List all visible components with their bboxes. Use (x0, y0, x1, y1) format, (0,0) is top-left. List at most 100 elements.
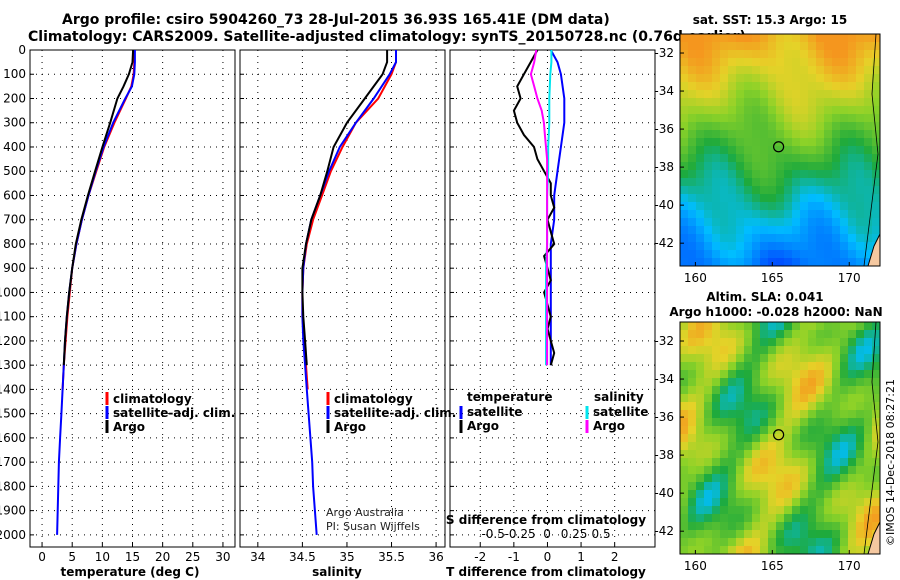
altim-map-cell (864, 474, 873, 483)
depth-tick-label: 1000 (0, 285, 26, 299)
altim-map-cell (680, 458, 689, 467)
altim-map-cell (752, 346, 761, 355)
altim-map-cell (680, 386, 689, 395)
sst-map-cell (680, 186, 689, 195)
sst-map-cell (704, 258, 713, 266)
sst-map-cell (824, 66, 833, 75)
altim-map-cell (864, 394, 873, 403)
sst-map-cell (744, 130, 753, 139)
sst-map-cell (816, 178, 825, 187)
altim-map-cell (696, 506, 705, 515)
series-line-climatology (301, 50, 397, 390)
altim-map-cell (792, 450, 801, 459)
altim-map-cell (704, 378, 713, 387)
altim-map-cell (832, 338, 841, 347)
sst-map-cell (832, 218, 841, 227)
sst-map-cell (872, 122, 880, 131)
sst-map-cell (792, 146, 801, 155)
altim-map-cell (856, 322, 865, 331)
altim-map-cell (736, 466, 745, 475)
temperature-tick-label: 25 (185, 550, 200, 564)
sst-map-cell (864, 162, 873, 171)
altim-map-cell (728, 458, 737, 467)
sst-map-cell (856, 202, 865, 211)
sst-map-cell (680, 50, 689, 59)
sst-map-cell (808, 90, 817, 99)
sst-map-cell (752, 186, 761, 195)
altim-map-cell (824, 442, 833, 451)
altim-map-cell (728, 442, 737, 451)
sst-map-cell (768, 66, 777, 75)
altim-map-cell (816, 362, 825, 371)
sst-map-cell (744, 58, 753, 67)
sst-map-cell (760, 106, 769, 115)
sst-map-cell (752, 242, 761, 251)
altim-map-cell (808, 466, 817, 475)
altim-map-cell (768, 322, 777, 331)
altim-map-cell (824, 386, 833, 395)
sst-map-cell (816, 202, 825, 211)
altim-map-cell (800, 546, 809, 554)
sst-map-cell (680, 250, 689, 259)
altim-map-cell (792, 498, 801, 507)
altim-map-cell (728, 530, 737, 539)
altim-map-cell (768, 418, 777, 427)
temperature-tick-label: 5 (68, 550, 76, 564)
sst-map-cell (704, 234, 713, 243)
map-y-tick-label: -34 (654, 372, 674, 386)
sst-map-cell (872, 50, 880, 59)
sst-map-cell (864, 242, 873, 251)
altim-map-cell (864, 338, 873, 347)
altim-map-cell (784, 386, 793, 395)
altim-map-cell (760, 394, 769, 403)
altim-map-cell (760, 362, 769, 371)
sst-map-cell (840, 162, 849, 171)
sst-map-cell (696, 162, 705, 171)
map-y-tick-label: -32 (654, 334, 674, 348)
altim-map-cell (728, 466, 737, 475)
altim-map-cell (704, 546, 713, 554)
sst-map-cell (816, 50, 825, 59)
altim-map-cell (824, 402, 833, 411)
sst-map-cell (760, 258, 769, 266)
sst-map-cell (792, 114, 801, 123)
altim-map-cell (776, 450, 785, 459)
sst-map-cell (680, 66, 689, 75)
altim-map-cell (744, 442, 753, 451)
altim-map-cell (736, 442, 745, 451)
altim-map-cell (776, 458, 785, 467)
sst-map-cell (712, 210, 721, 219)
sst-map-cell (768, 138, 777, 147)
altim-map-cell (768, 458, 777, 467)
altim-map-cell (808, 538, 817, 547)
altim-map-cell (840, 466, 849, 475)
altim-map-cell (848, 466, 857, 475)
depth-tick-label: 600 (3, 188, 26, 202)
altim-map-cell (712, 394, 721, 403)
series-line-satellite-adj-clim- (301, 50, 397, 535)
altim-map-cell (856, 474, 865, 483)
altim-map-cell (784, 426, 793, 435)
altim-map-cell (864, 522, 873, 531)
altim-map-cell (808, 506, 817, 515)
altim-map-cell (872, 410, 880, 419)
altim-map-cell (712, 514, 721, 523)
sst-map-cell (840, 226, 849, 235)
temperature-x-label: temperature (deg C) (61, 565, 200, 579)
sst-map-cell (800, 170, 809, 179)
altim-map-cell (728, 354, 737, 363)
sst-map-cell (832, 130, 841, 139)
altim-map-cell (736, 522, 745, 531)
sst-map-cell (720, 210, 729, 219)
sst-map-cell (760, 66, 769, 75)
altim-map-cell (808, 522, 817, 531)
sst-map-cell (736, 210, 745, 219)
altim-map-cell (800, 466, 809, 475)
altim-map-cell (816, 466, 825, 475)
sst-map-cell (720, 114, 729, 123)
sst-map-cell (792, 66, 801, 75)
altim-map-cell (784, 330, 793, 339)
altim-map-cell (832, 498, 841, 507)
altim-map-cell (768, 442, 777, 451)
altim-map-cell (712, 506, 721, 515)
